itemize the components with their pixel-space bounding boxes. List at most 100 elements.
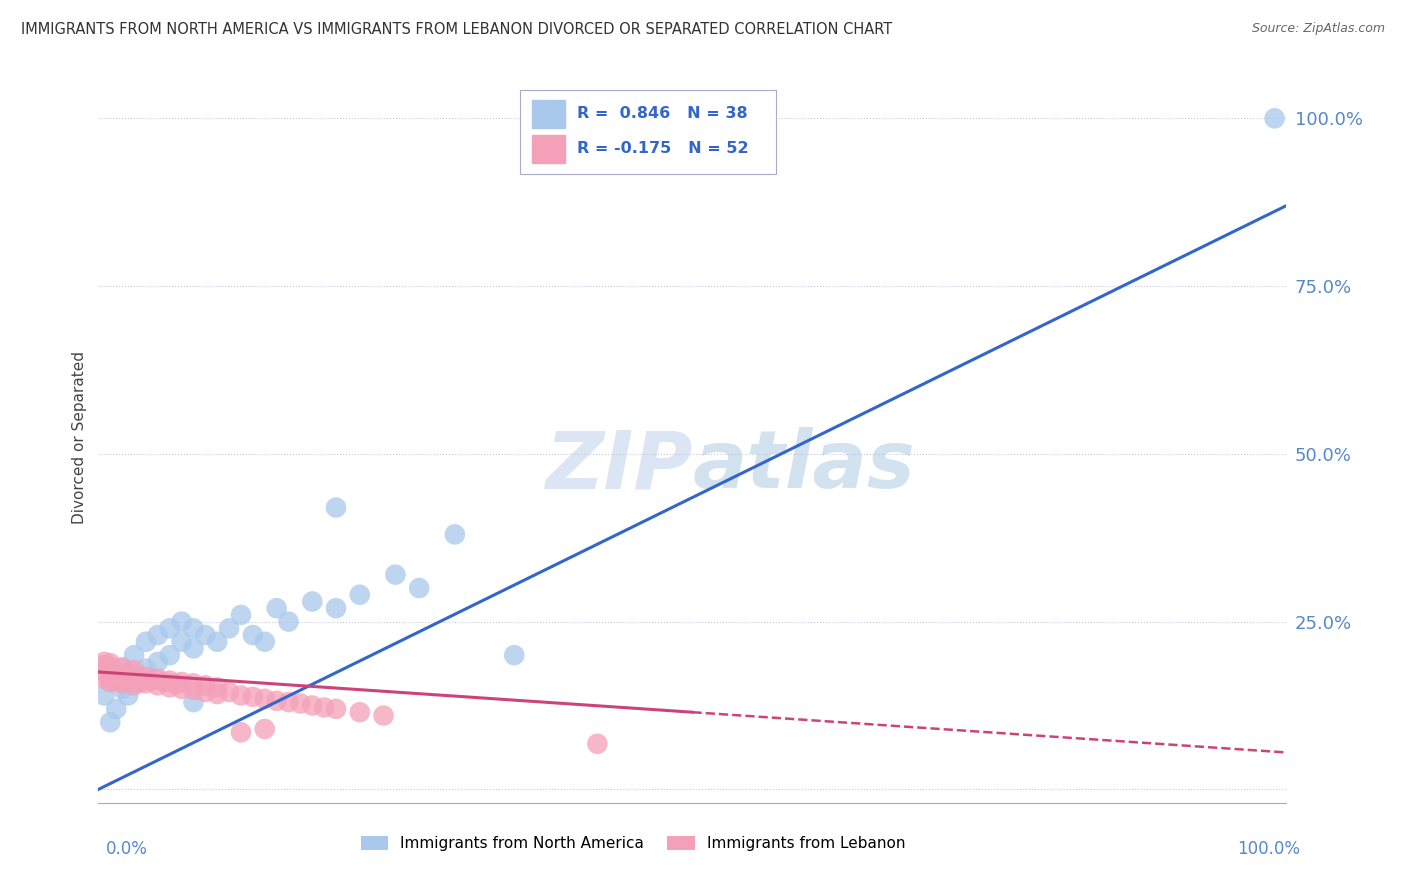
Point <box>159 621 181 635</box>
Point <box>277 695 299 709</box>
FancyBboxPatch shape <box>520 90 776 174</box>
Text: atlas: atlas <box>692 427 915 506</box>
Point <box>301 594 323 608</box>
Point <box>253 634 276 648</box>
Point <box>207 634 229 648</box>
Point <box>146 655 169 669</box>
Text: IMMIGRANTS FROM NORTH AMERICA VS IMMIGRANTS FROM LEBANON DIVORCED OR SEPARATED C: IMMIGRANTS FROM NORTH AMERICA VS IMMIGRA… <box>21 22 893 37</box>
Point <box>93 665 115 679</box>
Point <box>170 675 193 690</box>
Point <box>242 690 264 704</box>
Point <box>253 722 276 736</box>
Point <box>207 687 229 701</box>
Point <box>165 677 187 691</box>
Y-axis label: Divorced or Separated: Divorced or Separated <box>72 351 87 524</box>
Point <box>135 676 157 690</box>
Point <box>122 672 145 686</box>
Point <box>242 628 264 642</box>
Point <box>194 628 217 642</box>
Point <box>146 678 169 692</box>
Point <box>229 725 252 739</box>
Point <box>314 700 336 714</box>
Text: 100.0%: 100.0% <box>1237 840 1301 858</box>
Point <box>98 715 121 730</box>
Point <box>266 694 288 708</box>
Point <box>117 689 139 703</box>
Point <box>111 681 134 696</box>
Bar <box>531 135 565 163</box>
Text: R =  0.846   N = 38: R = 0.846 N = 38 <box>578 106 748 121</box>
Point <box>146 628 169 642</box>
Point <box>349 588 371 602</box>
Point <box>194 685 217 699</box>
Bar <box>531 100 565 128</box>
Point <box>183 676 205 690</box>
Point <box>105 702 128 716</box>
Legend: Immigrants from North America, Immigrants from Lebanon: Immigrants from North America, Immigrant… <box>354 830 911 857</box>
Point <box>135 670 157 684</box>
Point <box>159 648 181 662</box>
Point <box>253 691 276 706</box>
Point <box>183 641 205 656</box>
Point <box>183 695 205 709</box>
Point <box>159 681 181 695</box>
Point <box>229 689 252 703</box>
Point <box>93 655 115 669</box>
Point <box>117 666 139 681</box>
Point <box>408 581 430 595</box>
Point <box>325 702 347 716</box>
Point <box>135 634 157 648</box>
Point <box>194 678 217 692</box>
Point <box>170 681 193 696</box>
Point <box>384 567 406 582</box>
Text: 0.0%: 0.0% <box>105 840 148 858</box>
Point <box>111 660 134 674</box>
Point <box>290 697 312 711</box>
Point <box>170 634 193 648</box>
Point <box>152 675 174 690</box>
Point <box>111 662 134 676</box>
Text: Source: ZipAtlas.com: Source: ZipAtlas.com <box>1251 22 1385 36</box>
Point <box>93 658 115 673</box>
Point <box>207 681 229 695</box>
Point <box>218 621 240 635</box>
Point <box>229 607 252 622</box>
Point <box>105 667 128 681</box>
Point <box>586 737 609 751</box>
Point <box>277 615 299 629</box>
Text: R = -0.175   N = 52: R = -0.175 N = 52 <box>578 141 749 156</box>
Point <box>111 670 134 684</box>
Point <box>117 673 139 687</box>
Point <box>98 675 121 690</box>
Point <box>98 659 121 673</box>
Point <box>129 675 152 690</box>
Point <box>122 648 145 662</box>
Point <box>135 662 157 676</box>
Point <box>93 672 115 686</box>
Point <box>111 676 134 690</box>
Point <box>93 689 115 703</box>
Point <box>122 663 145 677</box>
Point <box>105 673 128 688</box>
Point <box>98 662 121 676</box>
Point <box>373 708 395 723</box>
Point <box>349 705 371 719</box>
Point <box>183 621 205 635</box>
Point <box>159 673 181 688</box>
Point <box>183 683 205 698</box>
Point <box>98 675 121 690</box>
Point <box>325 500 347 515</box>
Point <box>122 678 145 692</box>
Point <box>266 601 288 615</box>
Point <box>146 672 169 686</box>
Point <box>98 657 121 671</box>
Point <box>170 615 193 629</box>
Point <box>129 675 152 690</box>
Point <box>325 601 347 615</box>
Point <box>122 668 145 682</box>
Point <box>141 673 163 688</box>
Point <box>1264 112 1286 126</box>
Point <box>218 685 240 699</box>
Point <box>503 648 526 662</box>
Point <box>301 698 323 713</box>
